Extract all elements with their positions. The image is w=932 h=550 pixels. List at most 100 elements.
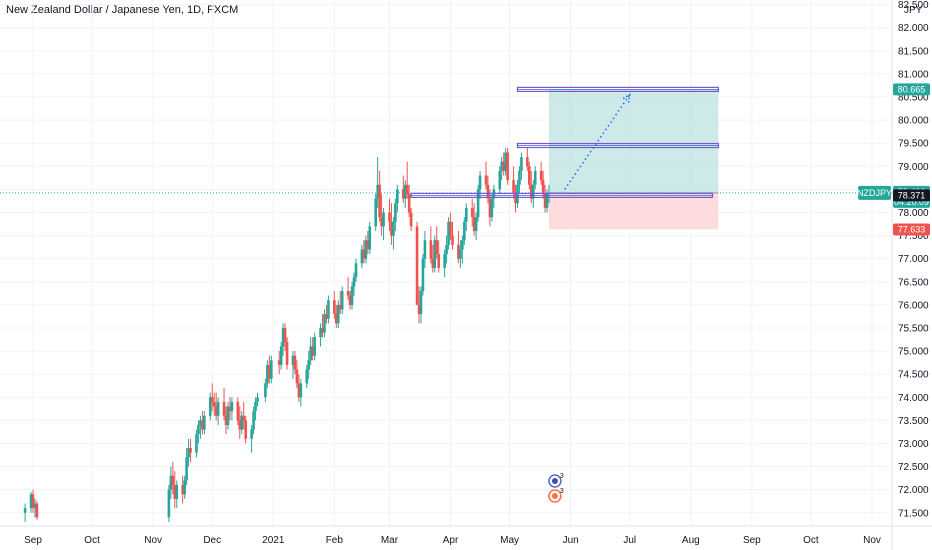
x-tick-label: Mar: [381, 535, 399, 546]
svg-text:3: 3: [560, 473, 564, 480]
candle-body: [187, 448, 190, 458]
candle-body: [516, 184, 519, 204]
x-tick-label: Nov: [863, 535, 881, 546]
candle-body: [415, 226, 419, 305]
x-tick-label: Jul: [623, 535, 636, 546]
time-axis[interactable]: Sep Oct Nov Dec 2021 Feb Mar Apr May Jun Jul Aug Sep…: [24, 535, 881, 546]
x-tick-label: 2021: [262, 535, 285, 546]
candle-body: [254, 401, 257, 412]
candle-body: [268, 364, 271, 379]
candle-body: [470, 207, 474, 218]
y-tick-label: 74.000: [898, 393, 929, 404]
candle-body: [464, 207, 468, 222]
candle-body: [340, 291, 344, 310]
candle-body: [429, 240, 433, 259]
candle-body: [531, 184, 535, 199]
earnings-event-marker[interactable]: 3: [548, 488, 564, 503]
candle-body: [171, 475, 175, 486]
candle-body: [230, 401, 234, 412]
candle-body: [311, 346, 314, 356]
y-tick-label: 80.000: [898, 116, 929, 127]
candle-body: [242, 415, 246, 421]
position-zones: [0, 89, 892, 230]
candle-body: [476, 189, 480, 218]
candle-body: [437, 254, 441, 268]
price-axis[interactable]: 71.500 72.000 72.500 73.000 73.500 74.000 74.5…: [898, 0, 929, 519]
y-tick-label: 79.000: [898, 162, 929, 173]
level-price-label: 78.371: [893, 189, 930, 202]
x-tick-label: Apr: [443, 535, 459, 546]
stop-price-label: 77.633: [893, 223, 930, 236]
candle-body: [169, 475, 173, 490]
candle-body: [366, 240, 370, 250]
profit-zone[interactable]: [549, 89, 719, 193]
symbol-label: NZDJPY: [857, 185, 892, 200]
candle-body: [291, 355, 295, 365]
candle-body: [419, 291, 423, 315]
candle-body: [299, 383, 303, 398]
candle-body: [228, 406, 232, 412]
grid-lines: [0, 0, 892, 526]
y-tick-label: 77.500: [898, 231, 929, 242]
candle-body: [197, 424, 200, 435]
x-tick-label: Feb: [326, 535, 344, 546]
candle-body: [335, 314, 338, 324]
projection-arrow[interactable]: [564, 93, 631, 190]
svg-text:NZDJPY: NZDJPY: [857, 188, 892, 198]
x-tick-label: Nov: [144, 535, 162, 546]
y-tick-label: 82.000: [898, 23, 929, 34]
candle-body: [23, 508, 27, 513]
candle-body: [520, 157, 523, 171]
svg-text:78.371: 78.371: [898, 190, 926, 200]
candle-body: [283, 327, 287, 342]
candle-body: [305, 369, 309, 384]
y-tick-label: 80.500: [898, 93, 929, 104]
candle-body: [457, 244, 460, 259]
x-tick-label: Sep: [743, 535, 761, 546]
candle-body: [528, 166, 531, 185]
projection-line[interactable]: [564, 94, 631, 190]
candle-body: [421, 258, 425, 292]
candle-body: [175, 485, 179, 499]
candle-body: [376, 184, 379, 199]
level-lines[interactable]: [410, 86, 719, 199]
y-tick-label: 72.000: [898, 485, 929, 496]
loss-zone[interactable]: [549, 192, 719, 230]
candle-body: [526, 157, 529, 167]
svg-text:3: 3: [560, 488, 564, 495]
candle-body: [498, 170, 502, 190]
candles: [23, 147, 551, 522]
candle-body: [33, 503, 37, 509]
candle-body: [405, 184, 409, 195]
candle-body: [352, 277, 356, 287]
candle-body: [368, 226, 372, 250]
y-tick-label: 81.500: [898, 46, 929, 57]
x-tick-label: Aug: [682, 535, 700, 546]
candle-body: [208, 397, 212, 416]
svg-text:04:20:09: 04:20:09: [894, 197, 929, 207]
candle-body: [244, 420, 248, 439]
dividend-event-marker[interactable]: 3: [548, 473, 564, 488]
candle-body: [474, 217, 478, 231]
candle-body: [492, 189, 496, 199]
y-tick-label: 73.500: [898, 416, 929, 427]
x-tick-label: Oct: [84, 535, 100, 546]
candle-body: [388, 212, 391, 222]
candle-body: [401, 189, 405, 199]
candle-body: [488, 198, 492, 218]
chart-title: New Zealand Dollar / Japanese Yen, 1D, F…: [6, 4, 239, 16]
candle-body: [222, 401, 226, 416]
candle-body: [362, 249, 366, 259]
event-markers[interactable]: 33: [548, 473, 564, 503]
candle-body: [181, 485, 184, 495]
candle-body: [293, 355, 297, 370]
candle-body: [307, 360, 311, 370]
candle-body: [463, 221, 466, 241]
x-tick-label: Oct: [803, 535, 819, 546]
y-tick-label: 76.000: [898, 300, 929, 311]
y-tick-label: 79.500: [898, 139, 929, 150]
candle-body: [336, 304, 340, 324]
candle-body: [238, 420, 242, 430]
